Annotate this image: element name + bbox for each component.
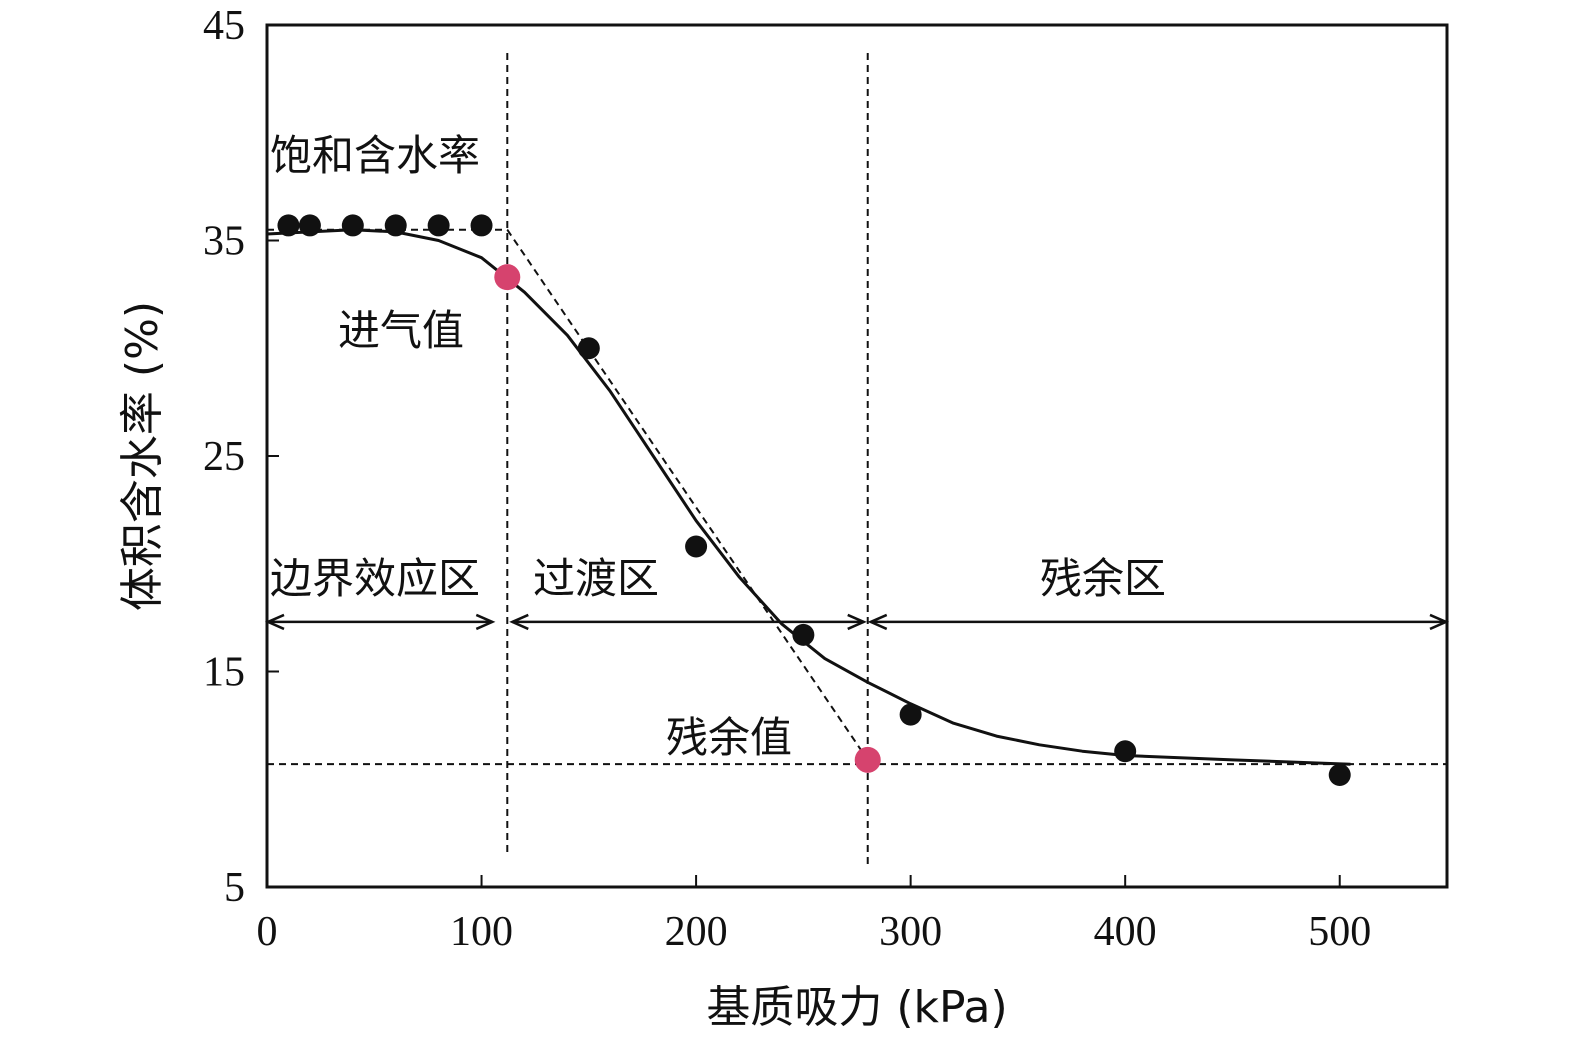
label-zone-boundary: 边界效应区: [270, 554, 480, 603]
zone-arrow-residual-head-left: [867, 613, 888, 631]
fitted-curve-line: [266, 228, 1351, 766]
x-tick-label: 200: [665, 909, 728, 955]
label-saturated: 饱和含水率: [270, 131, 480, 180]
x-tick-label: 0: [257, 909, 278, 955]
x-tick-label: 500: [1308, 909, 1371, 955]
data-point: [899, 703, 922, 726]
label-air-entry: 进气值: [338, 306, 464, 355]
label-zone-transition: 过渡区: [533, 554, 659, 603]
x-axis-title: 基质吸力 (kPa): [706, 982, 1007, 1033]
y-axis-title: 体积含水率 (%): [117, 301, 168, 611]
x-tick-label: 400: [1094, 909, 1157, 955]
x-tick-label: 300: [879, 909, 942, 955]
x-tick-label: 100: [450, 909, 513, 955]
data-point: [577, 337, 600, 360]
zone-arrow-transition-head-right: [847, 613, 867, 631]
key-point: [854, 746, 881, 773]
data-point: [792, 623, 815, 646]
zone-arrow-boundary-head-right: [475, 613, 496, 631]
y-tick-label: 5: [224, 865, 245, 911]
fitted-curve: [266, 228, 1351, 766]
y-tick-label: 35: [203, 219, 245, 265]
data-point: [277, 214, 300, 237]
label-zone-residual: 残余区: [1040, 554, 1166, 603]
data-point: [1114, 740, 1137, 763]
data-point: [1328, 763, 1351, 786]
data-point: [427, 214, 450, 237]
data-points: [277, 214, 1351, 786]
axis-ticks: 0 100 200 300 400 500 5 15 25 35 45: [203, 3, 1371, 955]
zone-arrow-transition-head-left: [509, 613, 529, 631]
data-point: [685, 535, 708, 558]
data-point: [341, 214, 364, 237]
y-tick-label: 15: [203, 650, 245, 696]
tangent-line: [506, 229, 869, 761]
y-tick-label: 45: [203, 3, 245, 49]
label-residual-value: 残余值: [666, 713, 792, 762]
data-point: [470, 214, 493, 237]
y-tick-label: 25: [203, 434, 245, 480]
zone-arrows: [264, 613, 1450, 631]
data-point: [384, 214, 407, 237]
data-point: [298, 214, 321, 237]
key-point: [494, 264, 521, 291]
